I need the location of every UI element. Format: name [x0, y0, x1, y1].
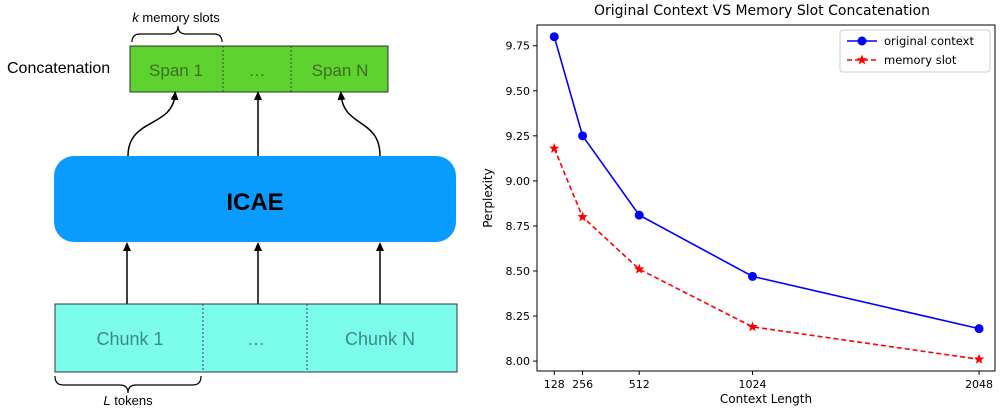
data-point — [577, 211, 588, 222]
data-point — [748, 271, 758, 281]
y-tick-label: 9.00 — [506, 175, 531, 188]
legend-item: memory slot — [847, 53, 957, 67]
data-point — [634, 210, 644, 220]
x-axis-label: Context Length — [720, 392, 812, 406]
y-tick-label: 9.25 — [506, 130, 531, 143]
legend-item: original context — [847, 34, 974, 48]
span-1-label: Span 1 — [149, 61, 203, 80]
chunk-ellipsis: … — [247, 329, 265, 349]
chunk-n-label: Chunk N — [345, 329, 415, 349]
plot-area — [536, 24, 996, 372]
legend-label: original context — [884, 34, 974, 48]
x-tick-label: 512 — [629, 378, 650, 391]
series-line — [553, 36, 980, 330]
span-ellipsis: … — [249, 61, 266, 80]
legend-label: memory slot — [884, 53, 957, 67]
x-tick-label: 256 — [572, 378, 593, 391]
series-original-context — [549, 32, 984, 334]
y-tick-label: 9.75 — [506, 40, 531, 53]
tokens-label: L tokens — [103, 393, 153, 408]
legend: original context memory slot — [839, 29, 991, 73]
data-point — [549, 32, 559, 42]
arrow-span-right — [337, 91, 381, 157]
chunk-bar: Chunk 1 … Chunk N — [54, 303, 458, 373]
data-point — [549, 142, 560, 153]
chunk-1-label: Chunk 1 — [96, 329, 163, 349]
chart-title: Original Context VS Memory Slot Concaten… — [594, 3, 930, 19]
series-line — [553, 148, 980, 361]
x-tick-label: 1024 — [739, 378, 767, 391]
y-tick-label: 8.00 — [506, 355, 531, 368]
concatenation-label: Concatenation — [7, 60, 110, 77]
span-bar: Span 1 … Span N — [129, 45, 389, 93]
tokens-brace — [54, 375, 202, 394]
y-tick-label: 8.25 — [506, 310, 531, 323]
icae-label: ICAE — [226, 189, 283, 216]
arrow-span-left — [127, 91, 179, 157]
legend-marker — [856, 54, 868, 65]
memory-slots-label: k memory slots — [132, 10, 220, 25]
x-axis-ticks: 128 256 512 1024 2048 — [544, 371, 993, 391]
data-point — [747, 321, 758, 332]
y-axis-label: Perplexity — [481, 168, 495, 228]
icae-block — [54, 156, 456, 242]
x-tick-label: 2048 — [965, 378, 993, 391]
perplexity-chart: Original Context VS Memory Slot Concaten… — [481, 3, 996, 406]
data-point — [578, 131, 588, 141]
icae-diagram: k memory slots Concatenation Span 1 … Sp… — [7, 10, 458, 408]
legend-marker — [857, 36, 867, 46]
data-point — [973, 353, 985, 364]
series-memory-slot — [549, 142, 985, 364]
memory-slots-brace — [131, 25, 223, 43]
y-axis-ticks: 8.00 8.25 8.50 8.75 9.00 9.25 9.50 9.75 — [506, 40, 537, 368]
span-n-label: Span N — [312, 61, 369, 80]
data-point — [633, 263, 645, 274]
y-tick-label: 9.50 — [506, 85, 531, 98]
y-tick-label: 8.75 — [506, 220, 531, 233]
series-layer — [549, 32, 985, 364]
x-tick-label: 128 — [544, 378, 565, 391]
y-tick-label: 8.50 — [506, 265, 531, 278]
data-point — [974, 324, 984, 334]
